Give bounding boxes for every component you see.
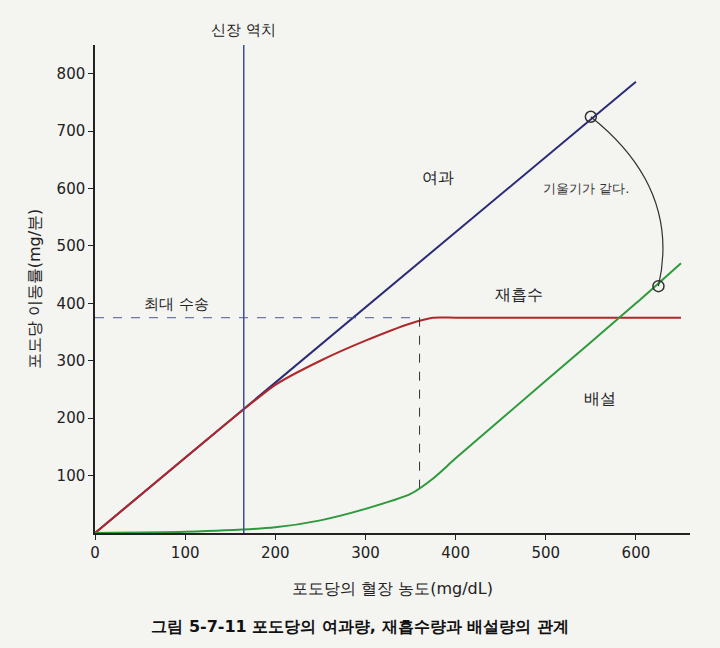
svg-text:200: 200	[261, 544, 290, 562]
svg-text:800: 800	[57, 65, 86, 83]
svg-text:300: 300	[57, 352, 86, 370]
svg-text:400: 400	[57, 295, 86, 313]
svg-text:200: 200	[57, 409, 86, 427]
svg-text:300: 300	[351, 544, 380, 562]
svg-text:포도당의 혈장 농도(mg/dL): 포도당의 혈장 농도(mg/dL)	[292, 579, 493, 598]
svg-text:재흡수: 재흡수	[495, 285, 543, 304]
svg-text:100: 100	[57, 467, 86, 485]
svg-text:최대 수송: 최대 수송	[144, 295, 209, 313]
svg-text:0: 0	[90, 544, 100, 562]
svg-text:500: 500	[57, 237, 86, 255]
svg-text:기울기가 같다.: 기울기가 같다.	[543, 181, 629, 196]
svg-text:배설: 배설	[584, 389, 616, 408]
svg-text:100: 100	[171, 544, 200, 562]
svg-text:700: 700	[57, 122, 86, 140]
svg-text:500: 500	[531, 544, 560, 562]
svg-text:여과: 여과	[422, 168, 454, 187]
svg-text:신장 역치: 신장 역치	[211, 21, 276, 39]
svg-text:포도당 이동률(mg/분): 포도당 이동률(mg/분)	[25, 209, 44, 370]
svg-text:400: 400	[441, 544, 470, 562]
svg-text:그림 5-7-11 포도당의 여과량, 재흡수량과 배설량의: 그림 5-7-11 포도당의 여과량, 재흡수량과 배설량의 관계	[151, 617, 568, 636]
svg-text:600: 600	[57, 180, 86, 198]
svg-text:600: 600	[622, 544, 651, 562]
